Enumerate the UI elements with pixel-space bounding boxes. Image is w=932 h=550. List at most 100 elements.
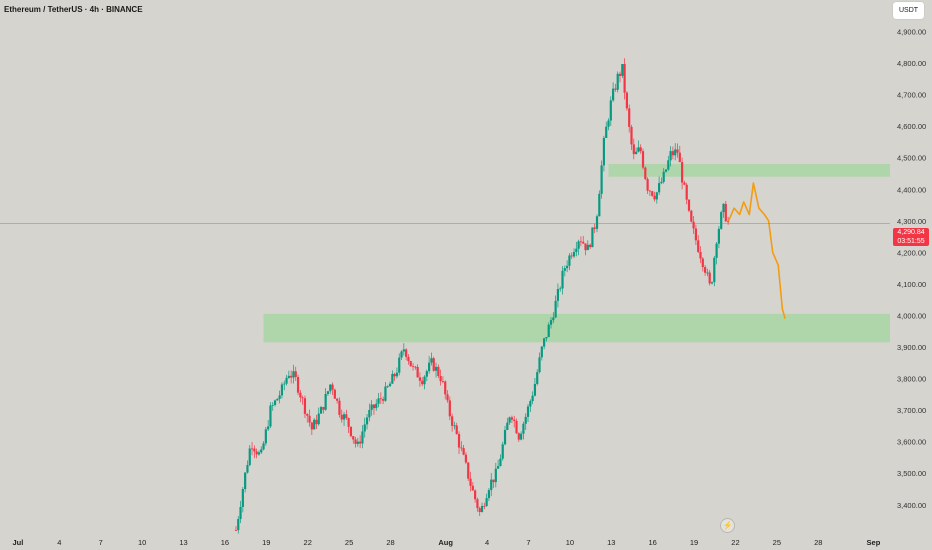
candle-body bbox=[329, 384, 332, 392]
supply-demand-zone bbox=[608, 164, 890, 177]
candle-body bbox=[237, 519, 240, 531]
candle-body bbox=[533, 383, 537, 396]
candle-body bbox=[632, 144, 635, 155]
candle-body bbox=[480, 505, 484, 512]
x-tick-label: 7 bbox=[526, 538, 530, 547]
candle-body bbox=[347, 418, 350, 427]
candle-body bbox=[717, 228, 720, 244]
candle-body bbox=[393, 373, 396, 377]
candle-body bbox=[710, 282, 714, 284]
candle-body bbox=[241, 489, 244, 508]
candle-body bbox=[299, 392, 302, 398]
time-axis[interactable]: Jul 4 7 10 13 16 19 22 25 28 Aug 4 7 10 13 16 19 22 25 28 Se… bbox=[13, 538, 881, 547]
candle-body bbox=[434, 366, 438, 371]
candlestick-series bbox=[234, 58, 730, 534]
candle-body bbox=[490, 479, 493, 491]
candle-body bbox=[563, 268, 566, 271]
currency-button[interactable]: USDT bbox=[893, 2, 924, 19]
candle-body bbox=[324, 393, 327, 410]
candle-body bbox=[586, 244, 589, 251]
candle-body bbox=[593, 227, 596, 229]
candle-body bbox=[715, 243, 718, 258]
candle-body bbox=[494, 468, 497, 483]
candle-body bbox=[306, 413, 309, 416]
candle-body bbox=[669, 151, 672, 161]
candle-body bbox=[694, 228, 698, 241]
candle-body bbox=[506, 422, 509, 430]
candle-body bbox=[618, 73, 622, 76]
candle-body bbox=[469, 478, 472, 486]
candle-body bbox=[704, 267, 707, 273]
candle-body bbox=[446, 394, 449, 401]
candle-body bbox=[301, 397, 304, 399]
candle-body bbox=[414, 366, 417, 368]
candle-body bbox=[554, 300, 557, 318]
candle-body bbox=[566, 265, 569, 269]
last-price-value: 4,290.84 bbox=[897, 229, 925, 236]
candle-body bbox=[333, 389, 336, 399]
candle-body bbox=[487, 490, 491, 499]
candle-body bbox=[361, 431, 364, 444]
candle-body bbox=[271, 404, 274, 406]
price-axis[interactable]: 3,400.00 3,500.00 3,600.00 3,700.00 3,800.00… bbox=[897, 28, 926, 510]
x-tick-label: 28 bbox=[386, 538, 394, 547]
candle-body bbox=[621, 64, 624, 76]
candle-body bbox=[685, 184, 688, 200]
candle-body bbox=[524, 416, 527, 424]
candle-body bbox=[322, 407, 325, 410]
candle-body bbox=[612, 88, 615, 101]
bolt-icon[interactable]: ⚡ bbox=[720, 518, 735, 533]
last-price-tag: 4,290.84 03:51:55 bbox=[893, 228, 929, 246]
candle-body bbox=[667, 160, 670, 170]
symbol-title[interactable]: Ethereum / TetherUS · 4h · BINANCE bbox=[4, 5, 143, 14]
candle-body bbox=[589, 244, 592, 248]
candle-body bbox=[687, 199, 691, 211]
candle-body bbox=[280, 384, 284, 396]
candle-body bbox=[283, 383, 286, 385]
candle-body bbox=[370, 404, 373, 410]
candle-body bbox=[313, 419, 316, 430]
x-tick-label: 25 bbox=[345, 538, 353, 547]
x-tick-label: 4 bbox=[485, 538, 489, 547]
candle-body bbox=[395, 372, 399, 377]
x-tick-label: 10 bbox=[138, 538, 146, 547]
y-tick-label: 4,300.00 bbox=[897, 217, 926, 226]
y-tick-label: 3,900.00 bbox=[897, 343, 926, 352]
y-tick-label: 3,700.00 bbox=[897, 406, 926, 415]
candle-body bbox=[471, 485, 474, 491]
candle-body bbox=[375, 403, 378, 409]
candle-body bbox=[699, 251, 702, 259]
y-tick-label: 4,700.00 bbox=[897, 91, 926, 100]
candle-body bbox=[552, 317, 555, 321]
candle-body bbox=[437, 366, 440, 376]
candle-body bbox=[402, 349, 405, 352]
candle-body bbox=[474, 490, 477, 500]
candle-body bbox=[391, 373, 394, 384]
candle-body bbox=[579, 241, 583, 243]
candle-body bbox=[722, 203, 725, 213]
candle-body bbox=[517, 433, 520, 440]
candle-body bbox=[462, 448, 465, 455]
candle-body bbox=[368, 409, 371, 418]
projection-path bbox=[727, 182, 786, 319]
x-tick-label: 22 bbox=[304, 538, 312, 547]
y-tick-label: 4,400.00 bbox=[897, 185, 926, 194]
candle-body bbox=[646, 179, 649, 191]
candle-body bbox=[336, 398, 339, 401]
candle-body bbox=[423, 376, 426, 385]
candle-body bbox=[285, 377, 288, 384]
candle-body bbox=[418, 377, 422, 381]
candle-body bbox=[319, 407, 323, 414]
candle-body bbox=[262, 443, 265, 450]
candle-body bbox=[690, 210, 693, 222]
candle-body bbox=[701, 258, 704, 268]
candle-body bbox=[577, 241, 580, 249]
candle-body bbox=[444, 381, 447, 395]
candle-body bbox=[522, 423, 525, 434]
candle-body bbox=[671, 151, 675, 156]
candle-body bbox=[501, 444, 504, 459]
candle-body bbox=[464, 454, 468, 463]
y-tick-label: 3,600.00 bbox=[897, 438, 926, 447]
candle-body bbox=[430, 358, 433, 363]
